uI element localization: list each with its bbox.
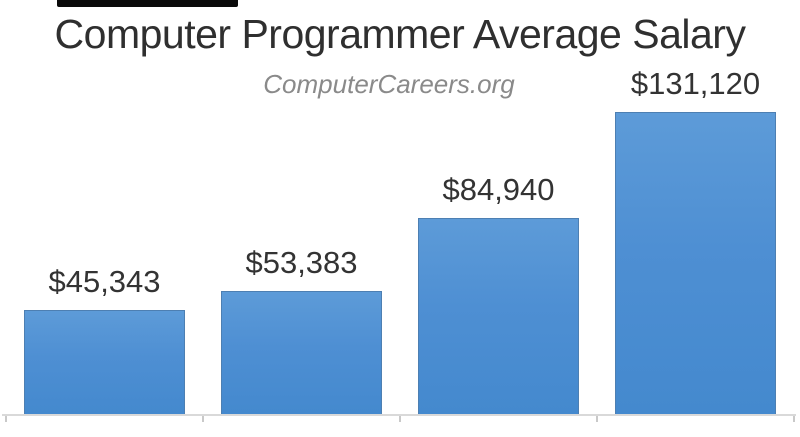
bar — [615, 112, 776, 414]
x-axis-tick — [5, 416, 7, 422]
x-axis-tick — [596, 416, 598, 422]
chart-subtitle-watermark: ComputerCareers.org — [263, 69, 515, 99]
bar-value-label: $84,940 — [442, 172, 555, 207]
x-axis-tick — [793, 416, 795, 422]
bar-value-label: $131,120 — [630, 66, 761, 101]
bar-value-label: $53,383 — [245, 245, 358, 280]
x-axis-tick — [202, 416, 204, 422]
top-edge-artifact — [57, 0, 238, 7]
chart-title: Computer Programmer Average Salary — [54, 11, 746, 57]
x-axis-line — [2, 414, 796, 416]
bar-value-label: $45,343 — [48, 264, 161, 299]
bar — [24, 310, 185, 414]
x-axis-tick — [399, 416, 401, 422]
bar — [221, 291, 382, 414]
bar — [418, 218, 579, 414]
